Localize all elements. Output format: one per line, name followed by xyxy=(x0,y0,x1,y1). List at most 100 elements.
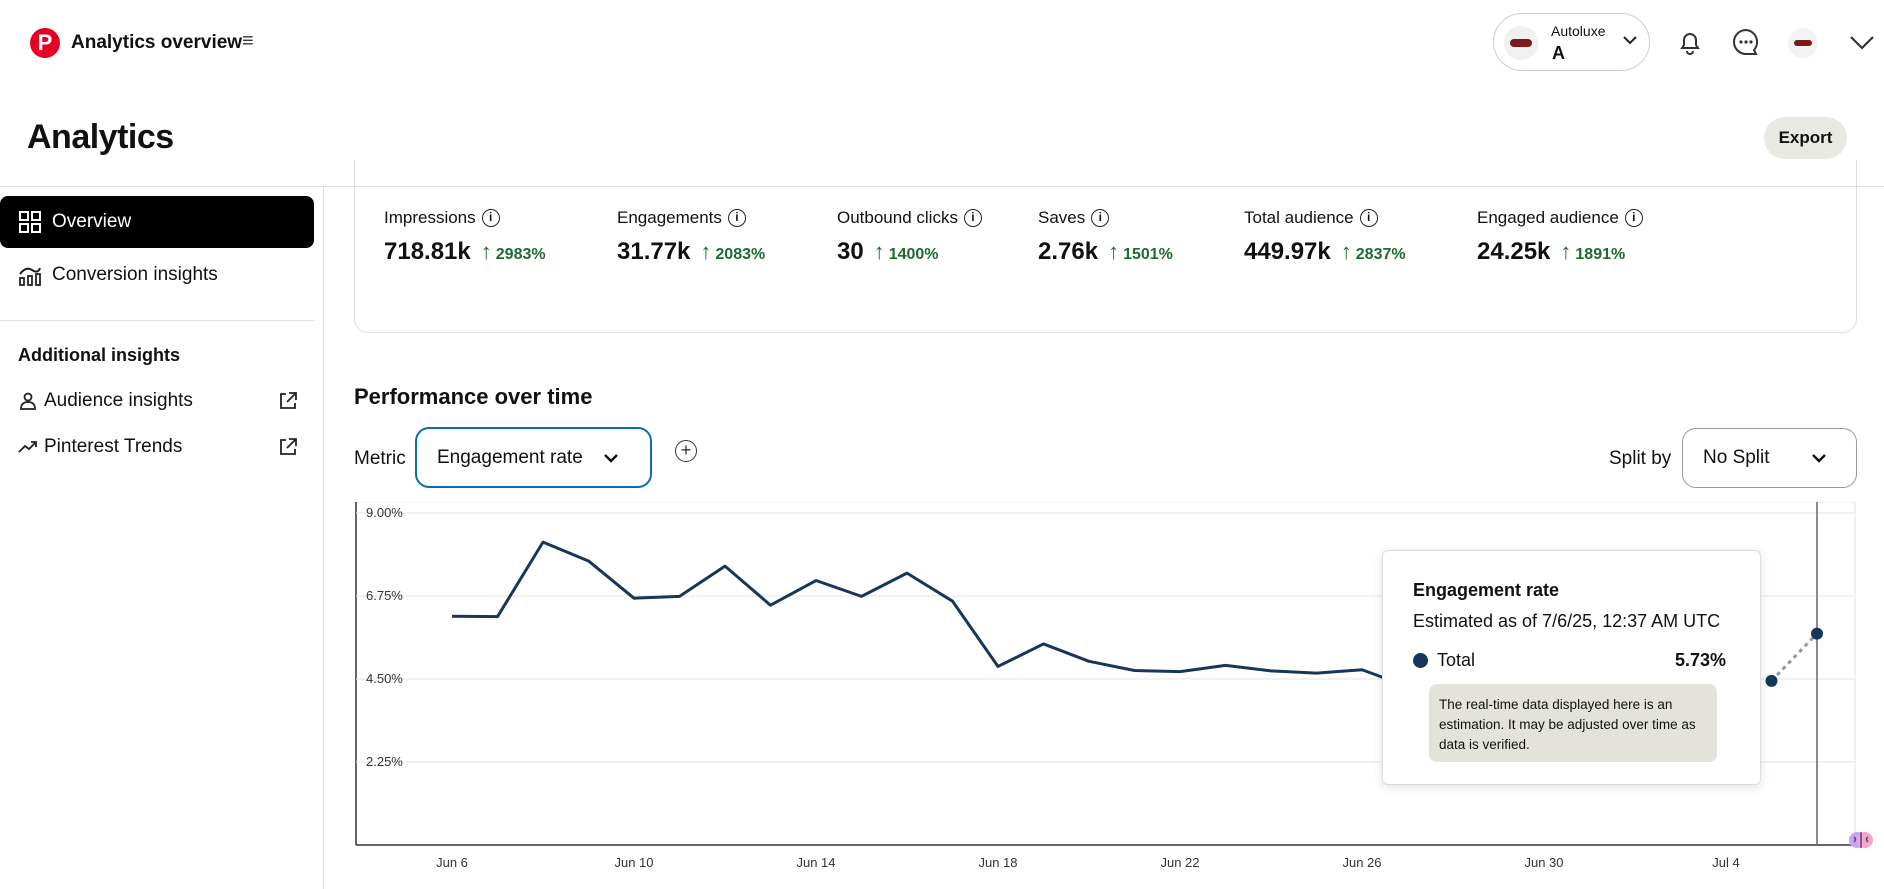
tooltip-series-name: Total xyxy=(1437,650,1476,670)
engagement-rate-chart[interactable]: 9.00% 6.75% 4.50% 2.25% Jun 6 Jun 10 Jun 14 Jun… xyxy=(354,502,1857,889)
y-tick-label: 4.50% xyxy=(366,671,403,686)
app-title: Analytics overview xyxy=(71,32,243,53)
estimated-point xyxy=(1811,627,1823,640)
metric-value: 31.77k xyxy=(617,238,691,265)
tooltip-note: The real-time data displayed here is an … xyxy=(1429,684,1717,762)
estimated-point xyxy=(1765,674,1778,687)
metric-value: 24.25k xyxy=(1477,238,1551,265)
metric-impressions[interactable]: Impressions i 718.81k ↑ 2983% xyxy=(384,208,546,266)
top-bar: P Analytics overview ≡ Autoluxe A xyxy=(0,0,1884,86)
metrics-summary-card: Impressions i 718.81k ↑ 2983% Engagements i … xyxy=(354,160,1857,333)
tooltip-title: Engagement rate xyxy=(1413,580,1560,600)
tooltip-subtitle: Estimated as of 7/6/25, 12:37 AM UTC xyxy=(1413,611,1721,631)
metric-label: Impressions xyxy=(384,208,476,227)
metric-engaged-audience[interactable]: Engaged audience i 24.25k ↑ 1891% xyxy=(1477,208,1643,266)
series-dot-icon xyxy=(1413,653,1428,668)
metric-change: 2083% xyxy=(715,246,766,263)
account-name: Autoluxe xyxy=(1551,23,1606,39)
x-tick-label: Jun 22 xyxy=(1160,855,1199,870)
chevron-down-icon xyxy=(1812,454,1826,463)
metric-value: 449.97k xyxy=(1244,238,1331,265)
metric-engagements[interactable]: Engagements i 31.77k ↑ 2083% xyxy=(617,208,765,266)
bell-icon[interactable] xyxy=(1672,24,1708,60)
metric-outbound-clicks[interactable]: Outbound clicks i 30 ↑ 1400% xyxy=(837,208,982,266)
user-avatar[interactable] xyxy=(1788,28,1818,58)
x-tick-label: Jul 4 xyxy=(1712,855,1739,870)
metric-label: Total audience xyxy=(1244,208,1354,227)
metric-label: Outbound clicks xyxy=(837,208,958,227)
sidebar-item-audience-insights[interactable]: Audience insights xyxy=(18,385,298,417)
info-icon[interactable]: i xyxy=(1091,209,1110,227)
info-icon[interactable]: i xyxy=(963,209,982,227)
metric-total-audience[interactable]: Total audience i 449.97k ↑ 2837% xyxy=(1244,208,1406,266)
arrow-up-icon: ↑ xyxy=(873,239,885,264)
split-dropdown[interactable]: No Split xyxy=(1682,428,1857,488)
add-metric-icon[interactable]: + xyxy=(675,440,697,462)
info-icon[interactable]: i xyxy=(481,209,500,227)
metric-change: 1891% xyxy=(1575,246,1626,263)
trend-arrow-icon xyxy=(18,441,37,453)
sidebar-item-overview[interactable]: Overview xyxy=(0,196,314,248)
info-icon[interactable]: i xyxy=(1624,209,1643,227)
hamburger-menu-icon[interactable]: ≡ xyxy=(242,30,254,52)
metric-saves[interactable]: Saves i 2.76k ↑ 1501% xyxy=(1038,208,1173,266)
arrow-up-icon: ↑ xyxy=(480,239,492,264)
overview-grid-icon xyxy=(18,210,42,234)
arrow-up-icon: ↑ xyxy=(1340,239,1352,264)
x-tick-label: Jun 26 xyxy=(1342,855,1381,870)
x-tick-label: Jun 30 xyxy=(1524,855,1563,870)
sidebar-item-label: Pinterest Trends xyxy=(44,436,183,457)
external-link-icon xyxy=(280,438,297,455)
metric-dropdown[interactable]: Engagement rate xyxy=(415,427,652,488)
sidebar-item-label: Audience insights xyxy=(44,390,193,411)
sidebar-section-heading: Additional insights xyxy=(18,345,180,365)
chart-tooltip: Engagement rate Estimated as of 7/6/25, … xyxy=(1382,550,1761,785)
split-dropdown-value: No Split xyxy=(1703,447,1770,468)
metric-change: 2983% xyxy=(495,246,546,263)
metric-label: Saves xyxy=(1038,208,1086,227)
external-link-icon xyxy=(280,392,297,409)
chevron-down-icon xyxy=(604,454,618,463)
sidebar-item-label: Overview xyxy=(52,211,132,232)
metric-change: 1400% xyxy=(888,246,939,263)
estimated-segment xyxy=(1770,632,1819,682)
sidebar: Overview Conversion insights Additional … xyxy=(0,187,324,889)
metric-label: Engaged audience xyxy=(1477,208,1619,227)
header-divider xyxy=(0,186,1884,187)
info-icon[interactable]: i xyxy=(727,209,746,227)
export-button[interactable]: Export xyxy=(1764,117,1847,159)
y-tick-label: 2.25% xyxy=(366,754,403,769)
account-chevron-icon[interactable] xyxy=(1844,24,1880,60)
conversion-chart-icon xyxy=(18,263,42,287)
sidebar-item-label: Conversion insights xyxy=(52,264,218,285)
section-title: Performance over time xyxy=(354,384,593,409)
arrow-up-icon: ↑ xyxy=(1108,239,1120,264)
person-icon xyxy=(20,392,36,410)
assistant-icon[interactable] xyxy=(1847,826,1875,854)
x-tick-label: Jun 14 xyxy=(796,855,835,870)
metric-dropdown-value: Engagement rate xyxy=(437,446,583,468)
metric-change: 2837% xyxy=(1355,246,1406,263)
y-tick-label: 9.00% xyxy=(366,505,403,520)
metric-select-label: Metric xyxy=(354,448,406,469)
arrow-up-icon: ↑ xyxy=(1560,239,1572,264)
sidebar-divider xyxy=(0,320,314,321)
x-tick-label: Jun 10 xyxy=(614,855,653,870)
tooltip-value: 5.73% xyxy=(1674,650,1726,670)
x-tick-label: Jun 18 xyxy=(978,855,1017,870)
metric-change: 1501% xyxy=(1123,246,1173,263)
metric-label: Engagements xyxy=(617,208,722,227)
account-letter: A xyxy=(1552,43,1565,63)
page-title: Analytics xyxy=(27,118,174,156)
sidebar-item-conversion-insights[interactable]: Conversion insights xyxy=(0,249,314,301)
account-switcher[interactable]: Autoluxe A xyxy=(1493,13,1650,71)
metric-value: 718.81k xyxy=(384,238,471,265)
chevron-down-icon xyxy=(1623,36,1637,45)
split-select-label: Split by xyxy=(1609,448,1672,469)
sidebar-item-pinterest-trends[interactable]: Pinterest Trends xyxy=(18,431,298,463)
info-icon[interactable]: i xyxy=(1359,209,1378,227)
messages-icon[interactable] xyxy=(1728,24,1764,60)
y-tick-label: 6.75% xyxy=(366,588,403,603)
pinterest-logo-icon[interactable]: P xyxy=(30,28,60,58)
metric-value: 30 xyxy=(837,238,864,265)
